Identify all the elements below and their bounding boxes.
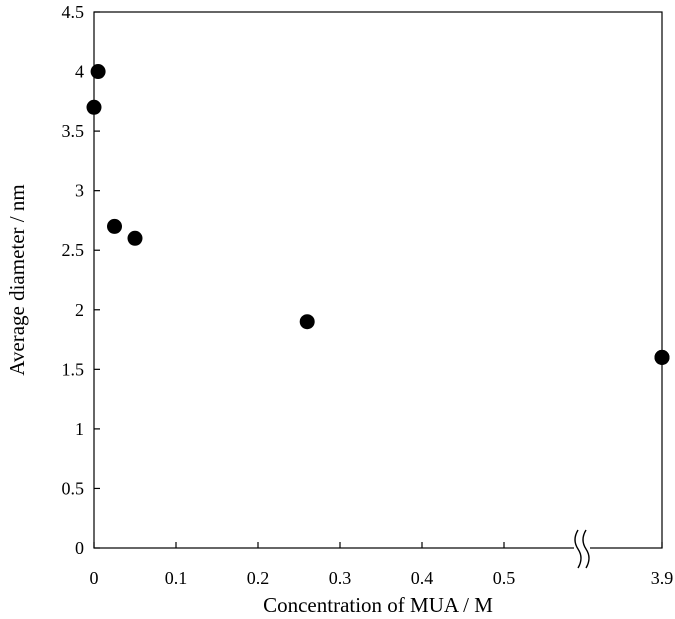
x-tick-label: 0 <box>90 568 99 588</box>
y-axis-ticks: 0 0.5 1 1.5 2 2.5 3 3.5 4 4.5 <box>62 2 100 558</box>
y-tick-label: 0 <box>75 538 84 558</box>
y-tick-label: 4 <box>75 62 84 82</box>
data-point <box>107 218 122 234</box>
y-tick-label: 1.5 <box>62 359 85 379</box>
data-point <box>90 64 106 80</box>
y-tick-label: 3 <box>75 181 84 201</box>
x-axis-ticks: 0 0.1 0.2 0.3 0.4 0.5 3.9 <box>90 542 674 588</box>
y-tick-label: 1 <box>75 419 84 439</box>
y-tick-label: 2.5 <box>62 240 85 260</box>
data-point <box>127 230 143 246</box>
plot-frame <box>93 11 663 549</box>
x-axis-break-mark <box>574 529 590 569</box>
x-tick-label: 0.5 <box>493 568 516 588</box>
x-tick-label: 0.2 <box>247 568 270 588</box>
y-axis-title: Average diameter / nm <box>5 184 29 375</box>
x-tick-label: 3.9 <box>651 568 674 588</box>
x-axis-title: Concentration of MUA / M <box>263 593 493 617</box>
data-point <box>654 349 670 365</box>
x-tick-label: 0.3 <box>329 568 352 588</box>
data-point <box>299 314 315 330</box>
y-tick-label: 0.5 <box>62 478 85 498</box>
y-tick-label: 2 <box>75 300 84 320</box>
data-points <box>86 64 670 365</box>
data-point <box>86 99 102 115</box>
y-tick-label: 3.5 <box>62 121 85 141</box>
x-tick-label: 0.4 <box>411 568 434 588</box>
y-tick-label: 4.5 <box>62 2 85 22</box>
x-tick-label: 0.1 <box>165 568 188 588</box>
